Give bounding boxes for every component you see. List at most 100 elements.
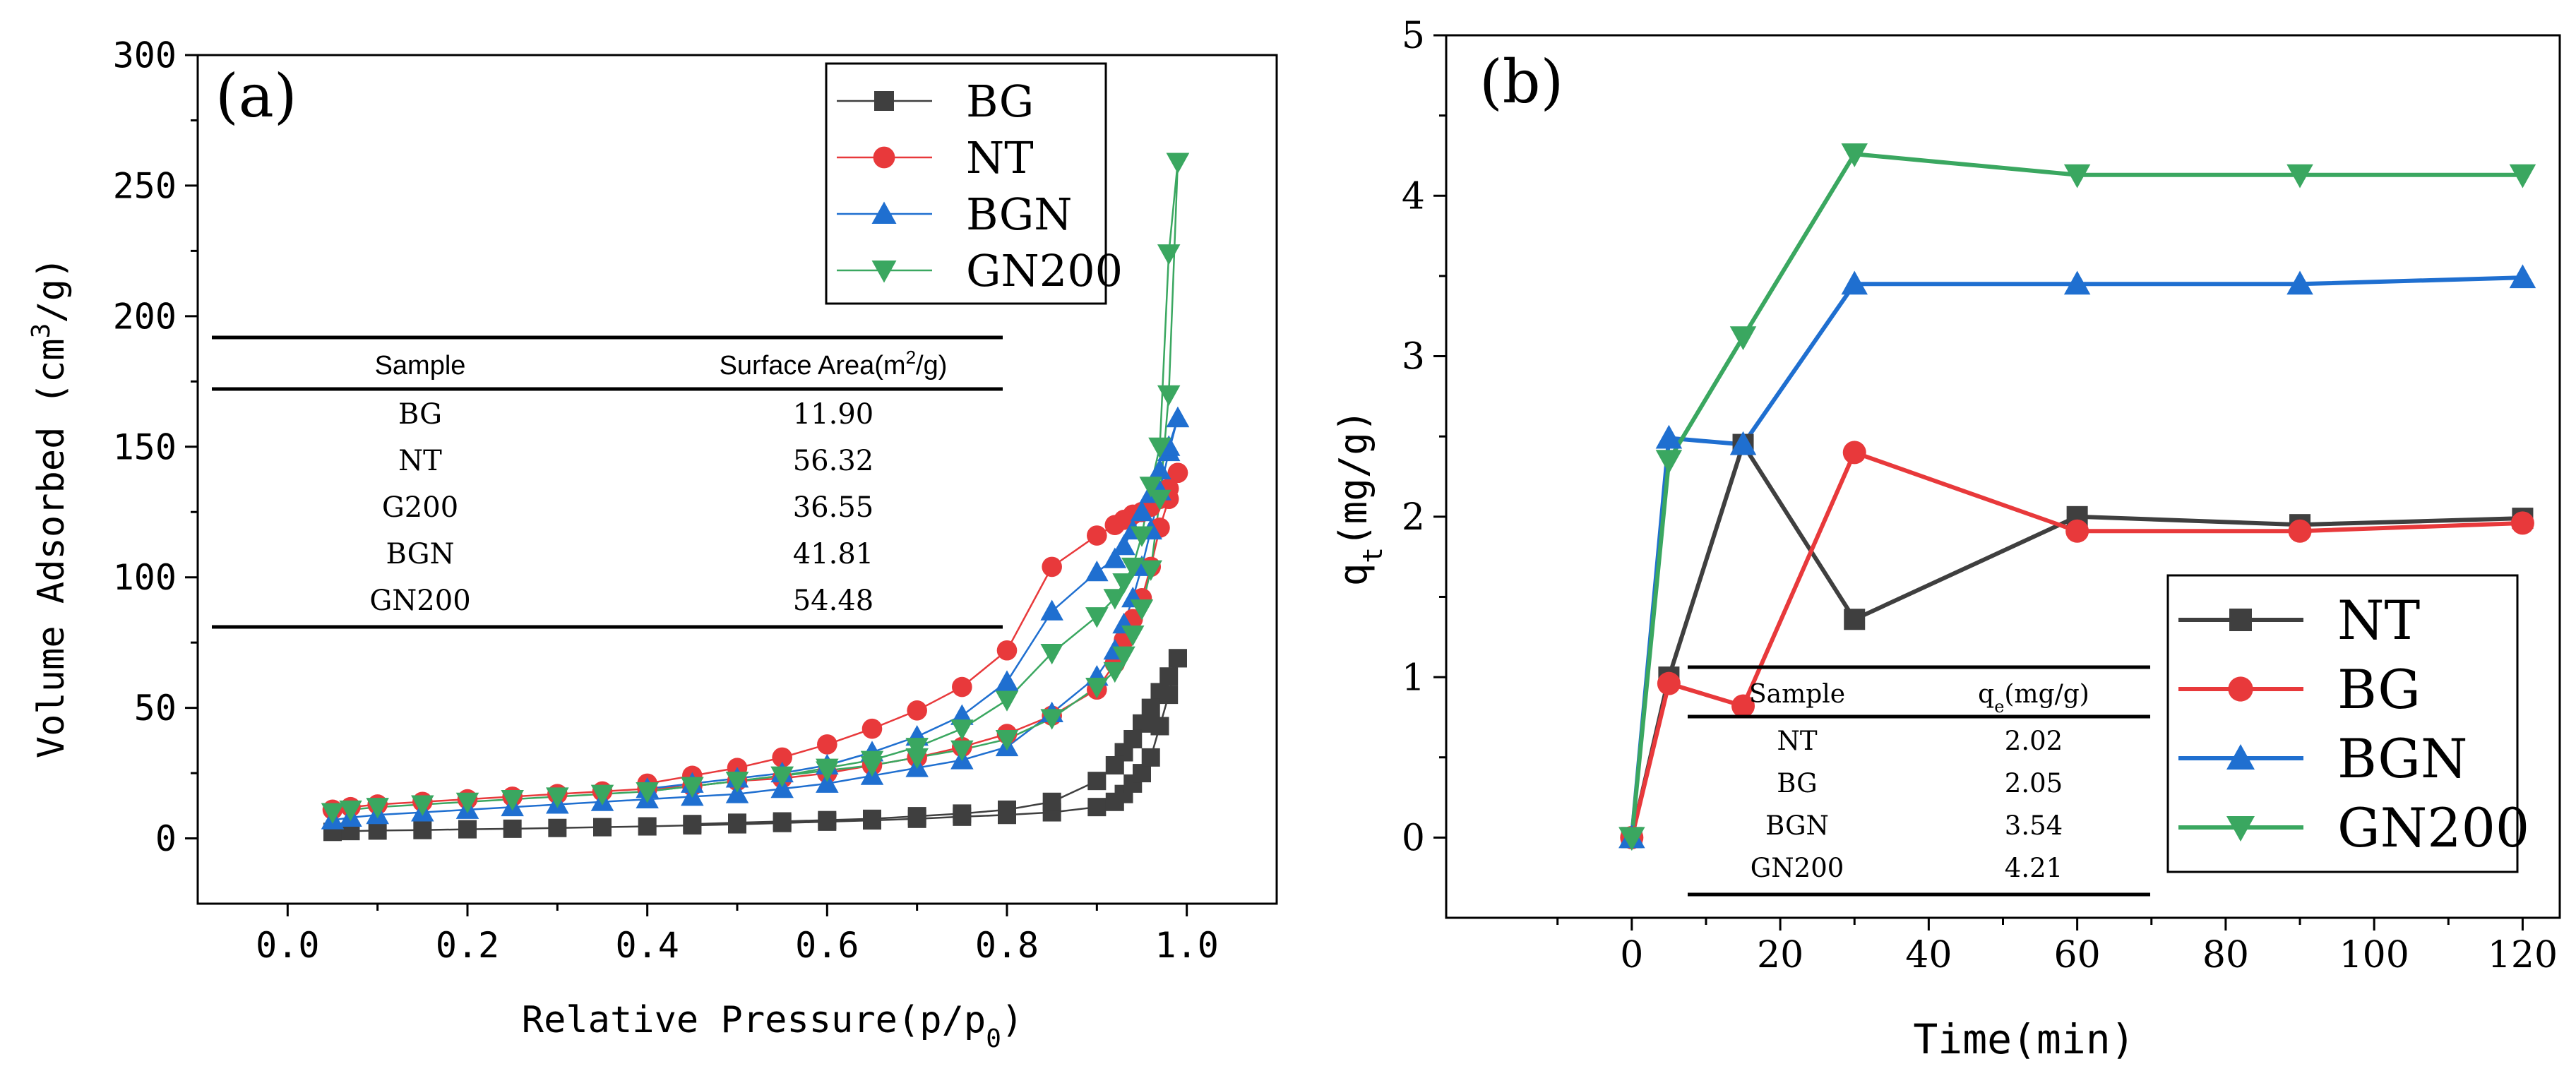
x-tick-label: 60 xyxy=(2054,934,2101,976)
data-point-bg xyxy=(773,812,792,831)
data-point-bg xyxy=(1657,671,1681,695)
data-point-gn200 xyxy=(1130,526,1154,547)
x-tick-label: 0.2 xyxy=(436,925,499,966)
table-cell-qe: 2.02 xyxy=(2005,726,2063,756)
data-point-bg xyxy=(1087,798,1107,817)
data-point-bg xyxy=(2065,519,2089,543)
x-tick-label: 0.8 xyxy=(975,925,1039,966)
legend-label-gn200: GN200 xyxy=(2337,796,2529,859)
data-point-bg xyxy=(2510,511,2534,535)
data-point-gn200 xyxy=(2063,164,2091,189)
table-cell-surface-area: 11.90 xyxy=(793,398,874,431)
table-header-sample: Sample xyxy=(375,351,466,381)
legend-label-bg: BG xyxy=(2337,658,2421,721)
data-point-bgn xyxy=(1655,424,1683,449)
data-point-bg xyxy=(1042,792,1061,811)
panel-b-qe-table: Sample qe(mg/g) NT 2.02 BG 2.05 BGN 3.54 GN200… xyxy=(1688,665,2150,897)
table-cell-surface-area: 41.81 xyxy=(793,538,874,570)
legend-marker-bg xyxy=(2228,676,2253,702)
data-point-bg xyxy=(548,818,567,837)
panel-b-axis-ticks: 0 20 40 60 80 100 120 0 1 2 3 4 5 xyxy=(1402,15,2558,976)
panel-b-x-axis-title: Time(min) xyxy=(1913,1015,2135,1063)
y-tick-label: 0 xyxy=(155,818,177,859)
data-point-bgn xyxy=(2063,270,2091,295)
legend-label-bgn: BGN xyxy=(2337,727,2467,790)
y-tick-label: 4 xyxy=(1402,175,1425,217)
data-point-gn200 xyxy=(1103,589,1127,610)
y-tick-label: 150 xyxy=(113,426,177,467)
data-point-gn200 xyxy=(590,784,614,806)
data-point-bgn xyxy=(1130,500,1154,522)
table-cell-qe: 4.21 xyxy=(2005,853,2063,883)
y-tick-label: 300 xyxy=(113,35,177,76)
panel-a-y-axis-title: Volume Adsorbed (cm3/g) xyxy=(27,257,73,758)
data-point-gn200 xyxy=(411,795,434,816)
legend-marker-gn200 xyxy=(2226,816,2255,842)
table-cell-sample: NT xyxy=(1777,726,1817,756)
legend-box xyxy=(825,62,1107,305)
data-point-gn200 xyxy=(636,782,659,803)
data-point-bgn xyxy=(2286,270,2313,295)
data-point-bg xyxy=(593,818,612,837)
data-point-bg xyxy=(413,820,432,839)
legend-label-gn200: GN200 xyxy=(966,245,1123,297)
data-point-gn200 xyxy=(1112,646,1135,667)
data-point-nt xyxy=(772,747,792,768)
data-point-gn200 xyxy=(1040,709,1063,730)
data-point-gn200 xyxy=(770,766,794,788)
data-point-bg xyxy=(1150,683,1169,702)
legend-marker-bgn xyxy=(871,201,897,224)
data-point-gn200 xyxy=(950,719,974,741)
table-cell-surface-area: 36.55 xyxy=(793,491,874,524)
data-point-gn200 xyxy=(860,750,884,772)
table-cell-sample: GN200 xyxy=(1751,853,1844,883)
data-point-bg xyxy=(1087,772,1107,791)
legend-label-bgn: BGN xyxy=(966,189,1073,240)
data-point-bg xyxy=(1168,649,1187,668)
x-tick-label: 120 xyxy=(2488,934,2558,976)
data-point-gn200 xyxy=(1148,489,1171,510)
data-point-bgn xyxy=(1729,431,1757,455)
legend-marker-bgn xyxy=(2226,744,2255,770)
data-point-bg xyxy=(458,820,477,839)
data-point-gn200 xyxy=(1166,152,1190,174)
data-point-gn200 xyxy=(1121,626,1145,647)
panel-b-adsorption-kinetics: 0 20 40 60 80 100 120 0 1 2 3 4 5 (b) Time(min) qt(m… xyxy=(1331,15,2561,1063)
y-tick-label: 200 xyxy=(113,296,177,337)
data-point-gn200 xyxy=(1130,599,1154,621)
legend-label-nt: NT xyxy=(966,132,1034,184)
data-point-nt xyxy=(861,718,883,739)
table-cell-sample: GN200 xyxy=(369,585,470,617)
data-point-gn200 xyxy=(1618,827,1645,851)
data-point-gn200 xyxy=(1103,662,1127,683)
table-cell-sample: NT xyxy=(398,445,442,477)
x-tick-label: 40 xyxy=(1905,934,1952,976)
data-point-gn200 xyxy=(1157,385,1181,407)
panel-b-label: (b) xyxy=(1479,47,1563,116)
panel-b-y-axis-title: qt(mg/g) xyxy=(1331,409,1388,586)
data-point-gn200 xyxy=(339,800,362,822)
data-point-gn200 xyxy=(995,729,1019,751)
data-point-nt xyxy=(1104,515,1126,536)
data-point-bgn xyxy=(1841,270,1868,295)
legend-box xyxy=(2166,574,2519,873)
table-cell-sample: BGN xyxy=(1765,810,1829,841)
data-point-bg xyxy=(1141,748,1160,767)
series-line-nt-adsorption xyxy=(332,472,1179,811)
panel-a-axis-ticks: 0.0 0.2 0.4 0.6 0.8 1.0 0 50 100 150 200 250 300 xyxy=(113,35,1219,967)
panel-b-series-markers xyxy=(1618,143,2536,851)
data-point-gn200 xyxy=(1655,450,1683,474)
data-point-gn200 xyxy=(681,777,704,798)
panel-a-label: (a) xyxy=(215,61,297,131)
data-point-gn200 xyxy=(816,758,839,779)
data-point-bg xyxy=(1150,717,1169,736)
table-cell-surface-area: 56.32 xyxy=(793,445,874,477)
data-point-gn200 xyxy=(1139,477,1162,498)
data-point-bgn xyxy=(2509,264,2536,289)
legend-marker-gn200 xyxy=(871,261,897,283)
y-tick-label: 2 xyxy=(1402,496,1425,539)
data-point-gn200 xyxy=(455,792,479,814)
data-point-gn200 xyxy=(1121,557,1145,579)
data-point-bg xyxy=(1133,764,1151,783)
